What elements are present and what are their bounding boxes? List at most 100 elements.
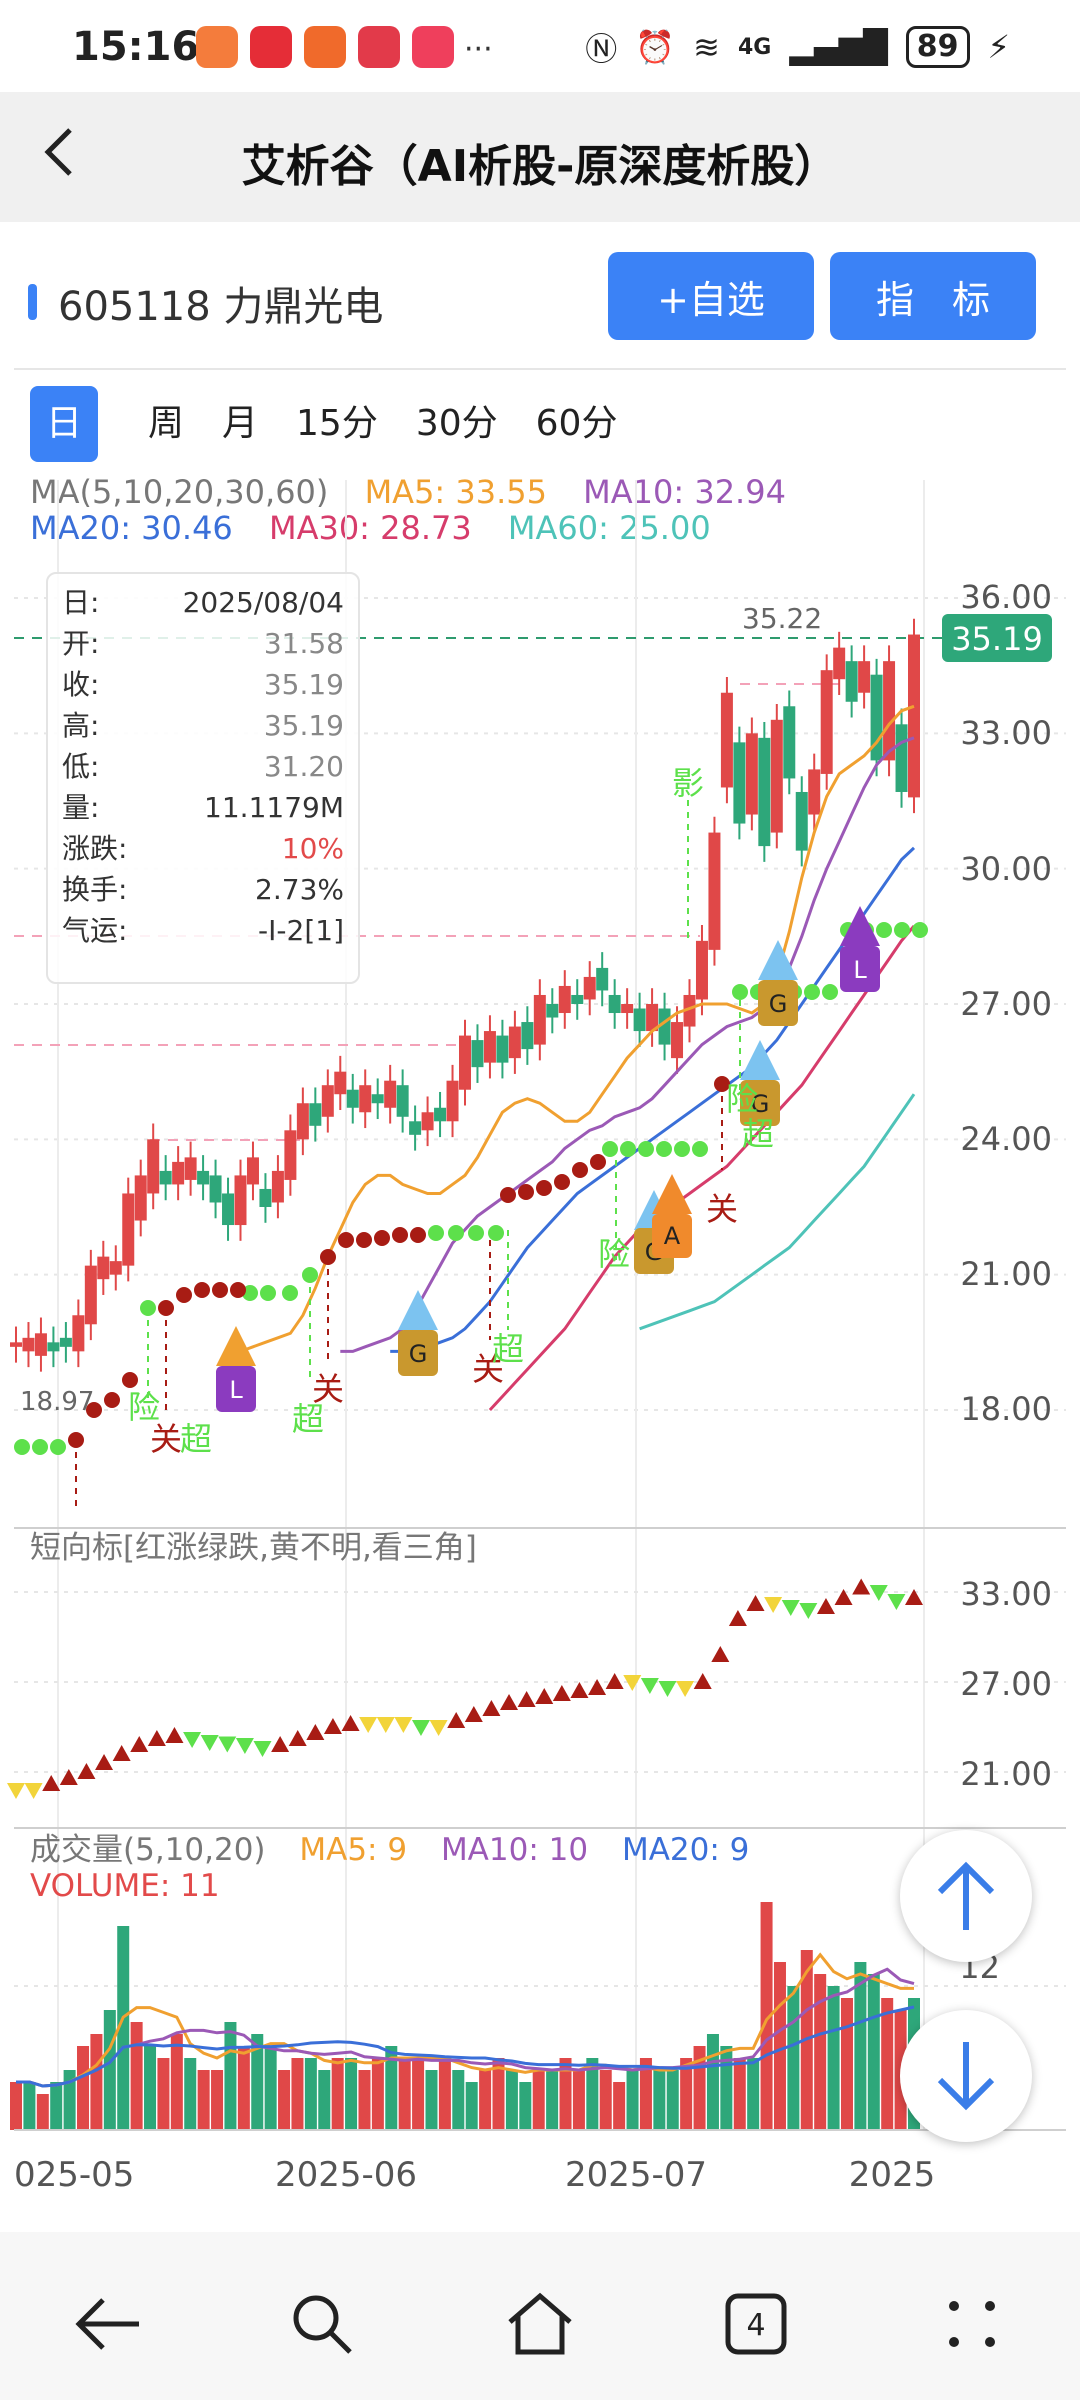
candle-body — [409, 1121, 422, 1135]
candle-body — [683, 994, 696, 1027]
trend-triangle — [623, 1675, 642, 1691]
trend-triangle — [253, 1741, 272, 1757]
ma5-value: MA5: 33.55 — [364, 473, 547, 511]
info-row: 开: 31.58 — [62, 627, 344, 660]
trend-triangle — [59, 1769, 78, 1785]
trend-triangle — [834, 1589, 853, 1605]
candle-body — [34, 1333, 47, 1356]
status-right: Ⓝ ⏰ ≋ 4G ▂▄▆█ 89 ⚡ — [585, 24, 1010, 70]
volume-bar — [787, 1986, 800, 2130]
candle-body — [384, 1080, 397, 1108]
trend-triangle — [676, 1681, 695, 1697]
battery-level: 89 — [905, 26, 970, 68]
back-button[interactable] — [38, 122, 78, 192]
trend-triangle — [429, 1720, 448, 1736]
ma20-line — [390, 846, 916, 1353]
trend-triangle — [640, 1678, 659, 1694]
volume-bar — [720, 2046, 733, 2130]
short-trend-label: 短向标[红涨绿跌,黄不明,看三角] — [30, 1530, 477, 1566]
candle-body — [334, 1071, 347, 1095]
vol-ma5: MA5: 9 — [299, 1832, 408, 1868]
volume-value: VOLUME: 11 — [30, 1868, 220, 1904]
trend-triangle — [271, 1736, 290, 1752]
volume-bar — [331, 2058, 344, 2130]
tab-15min[interactable]: 15分 — [296, 403, 378, 444]
candle-body — [10, 1342, 22, 1347]
volume-bar — [197, 2070, 210, 2130]
candle-body — [109, 1261, 122, 1275]
nav-home-button[interactable] — [490, 2274, 590, 2374]
candle-body — [172, 1161, 185, 1185]
vol-ma20-line — [16, 2005, 915, 2088]
svg-text:4: 4 — [746, 2308, 765, 2343]
app-notification-icon — [250, 26, 292, 68]
info-row: 低: 31.20 — [62, 750, 344, 783]
app-notification-icon — [358, 26, 400, 68]
volume-bar — [452, 2070, 465, 2130]
nav-menu-button[interactable] — [922, 2274, 1022, 2374]
candle-body — [197, 1170, 210, 1185]
ma-legend: MA(5,10,20,30,60) MA5: 33.55 MA10: 32.94… — [30, 474, 786, 546]
stock-header: 605118 力鼎光电 +自选 指 标 — [0, 222, 1080, 370]
volume-legend: 成交量(5,10,20) MA5: 9 MA10: 10 MA20: 9 VOL… — [30, 1832, 749, 1904]
trend-triangle — [218, 1736, 237, 1753]
svg-text:G: G — [769, 990, 788, 1018]
tab-60min[interactable]: 60分 — [535, 403, 618, 444]
vol-ma10-line — [16, 1967, 915, 2088]
alarm-icon: ⏰ — [635, 28, 676, 66]
tab-week[interactable]: 周 — [148, 403, 185, 444]
candle-body — [833, 647, 846, 680]
app-notification-icon — [412, 26, 454, 68]
candle-body — [845, 661, 858, 702]
candle-body — [222, 1193, 235, 1226]
svg-text:35.19: 35.19 — [951, 620, 1043, 658]
x-tick: 2025-07 — [565, 2155, 707, 2195]
app-header: 艾析谷（AI析股-原深度析股） — [0, 92, 1080, 222]
a-marker: A — [652, 1174, 692, 1258]
trend-triangle — [746, 1595, 765, 1611]
indicator-button[interactable]: 指 标 — [830, 252, 1036, 340]
tab-day[interactable]: 日 — [30, 386, 98, 462]
scroll-up-button[interactable] — [900, 1830, 1032, 1962]
price-tag: 35.19 — [942, 614, 1052, 662]
browser-nav-bar: 4 — [0, 2232, 1080, 2400]
ma20-value: MA20: 30.46 — [30, 509, 233, 547]
volume-bar — [519, 2082, 532, 2130]
candle-body — [658, 1008, 671, 1045]
volume-bar — [626, 2070, 639, 2130]
y-tick: 18.00 — [960, 1390, 1052, 1428]
short-grid — [14, 1591, 1066, 1773]
ma60-line — [639, 1093, 916, 1331]
trend-triangle — [95, 1754, 114, 1770]
candle-body — [184, 1157, 197, 1180]
candle-info-box: 日: 2025/08/04 开: 31.58 收: 35.19 高: 35.19 低: 3… — [46, 572, 360, 984]
candle-body — [621, 1004, 634, 1014]
svg-text:关: 关 — [706, 1190, 738, 1228]
ma10-value: MA10: 32.94 — [583, 473, 786, 511]
short-y-axis: 33.00 27.00 21.00 — [960, 1575, 1052, 1793]
ma30-value: MA30: 28.73 — [268, 509, 472, 547]
nav-tabs-button[interactable]: 4 — [706, 2274, 806, 2374]
info-row: 高: 35.19 — [62, 709, 344, 742]
wifi-icon: ≋ — [693, 28, 720, 66]
candle-body — [359, 1085, 372, 1113]
candle-body — [508, 1026, 521, 1059]
trend-triangle — [165, 1727, 184, 1743]
trend-triangle — [447, 1712, 466, 1728]
nav-search-button[interactable] — [272, 2274, 372, 2374]
trend-triangle — [464, 1706, 483, 1722]
scroll-down-button[interactable] — [900, 2010, 1032, 2142]
trend-triangle — [764, 1597, 783, 1613]
candle-body — [346, 1089, 359, 1108]
candle-body — [446, 1080, 459, 1122]
tab-30min[interactable]: 30分 — [415, 403, 498, 444]
candle-body — [22, 1337, 35, 1352]
tab-month[interactable]: 月 — [222, 403, 259, 444]
candle-body — [895, 724, 908, 792]
add-watchlist-button[interactable]: +自选 — [608, 252, 814, 340]
volume-bar — [103, 2010, 116, 2130]
nav-back-button[interactable] — [58, 2274, 158, 2374]
network-label: 4G — [737, 34, 772, 60]
more-notifications-icon: ··· — [464, 32, 493, 67]
x-tick: 025-05 — [14, 2155, 134, 2195]
